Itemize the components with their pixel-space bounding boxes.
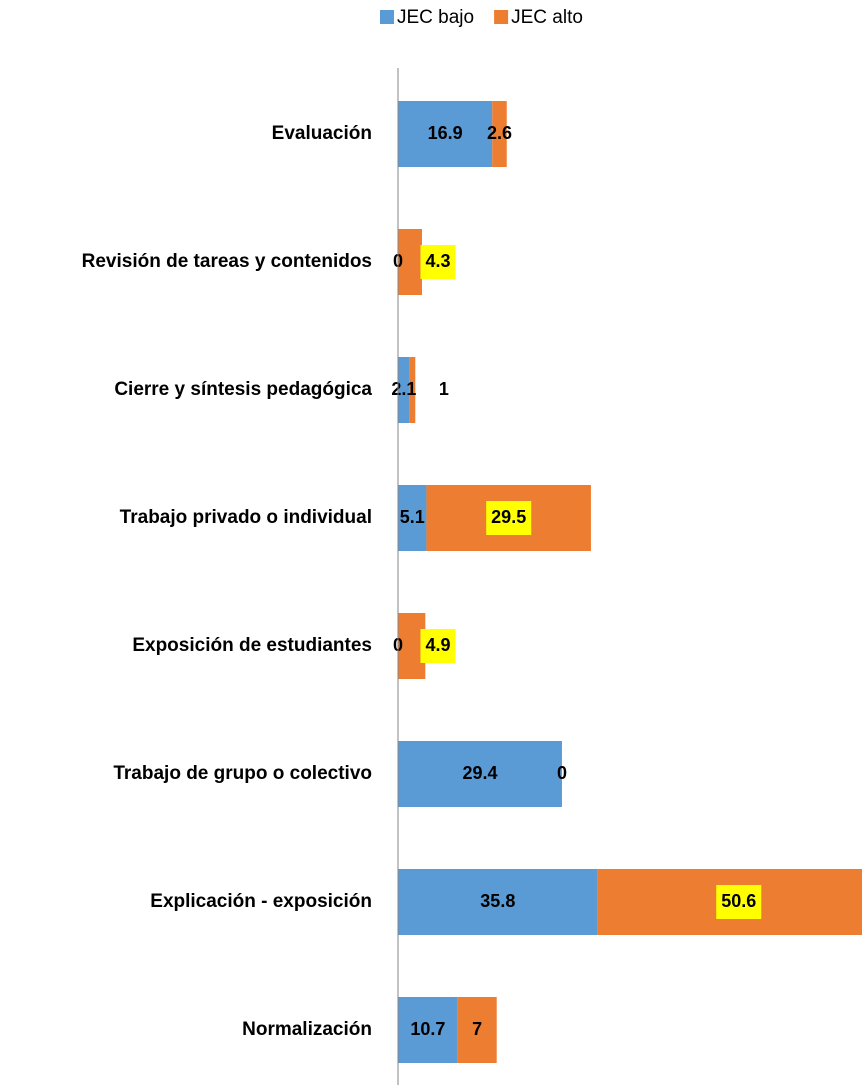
label-highlight — [420, 245, 456, 279]
legend-swatch — [494, 10, 509, 24]
y-tick-label: Trabajo privado o individual — [120, 507, 372, 528]
bar-segment — [398, 997, 458, 1063]
bar-segment — [398, 357, 410, 423]
y-tick-label: Explicación - exposición — [150, 891, 372, 912]
data-label: 7 — [472, 1019, 482, 1039]
data-label: 29.4 — [462, 763, 497, 783]
bar-segment — [398, 869, 598, 935]
data-label: 4.3 — [425, 251, 450, 271]
legend-label: JEC alto — [511, 7, 583, 28]
data-label: 2.6 — [487, 123, 512, 143]
y-tick-label: Trabajo de grupo o colectivo — [113, 763, 372, 784]
y-tick-label: Exposición de estudiantes — [132, 635, 372, 656]
bar-segment — [492, 101, 507, 167]
bar-segment — [398, 741, 562, 807]
data-label: 10.7 — [410, 1019, 445, 1039]
bar-segment — [409, 357, 416, 423]
data-label: 35.8 — [480, 891, 515, 911]
data-label: 50.6 — [721, 891, 756, 911]
data-label: 5.1 — [400, 507, 425, 527]
data-label: 29.5 — [491, 507, 526, 527]
bar-segment — [398, 485, 427, 551]
bar-segment — [398, 101, 493, 167]
data-label: 2.1 — [391, 379, 416, 399]
bar-segment — [457, 997, 497, 1063]
data-label: 16.9 — [428, 123, 463, 143]
legend-swatch — [380, 10, 394, 24]
y-tick-label: Cierre y síntesis pedagógica — [114, 379, 372, 400]
y-tick-label: Normalización — [242, 1019, 372, 1040]
data-label: 0 — [557, 763, 567, 783]
y-tick-label: Evaluación — [272, 123, 372, 144]
label-highlight — [716, 885, 762, 919]
bar-segment — [398, 229, 422, 295]
data-label: 4.9 — [425, 635, 450, 655]
data-label: 1 — [439, 379, 449, 399]
plot-area — [398, 101, 862, 1063]
label-highlight — [420, 629, 456, 663]
legend-label: JEC bajo — [397, 7, 474, 28]
y-tick-label: Revisión de tareas y contenidos — [82, 251, 372, 272]
label-highlight — [486, 501, 532, 535]
